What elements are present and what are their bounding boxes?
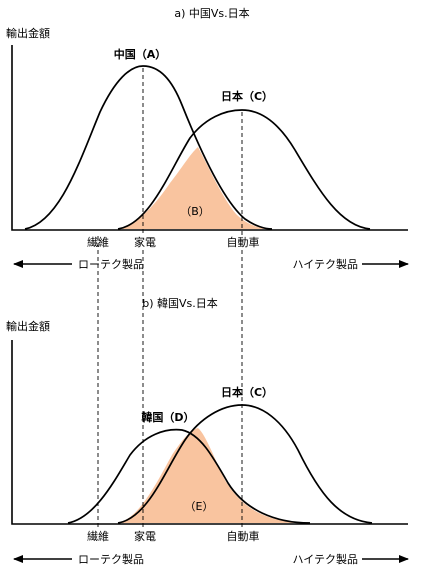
panel-a-overlap-region xyxy=(118,147,272,229)
panel-b-tick-automobile: 自動車 xyxy=(227,529,260,543)
panel-a-axis-right-label: ハイテク製品 xyxy=(292,257,358,271)
panel-b-curve-korea xyxy=(67,428,311,524)
panel-b-tick-textiles: 繊維 xyxy=(87,530,109,543)
panel-a-y-axis-label: 輸出金額 xyxy=(6,26,50,40)
panel-a-tick-appliances: 家電 xyxy=(134,235,156,249)
panel-a-tick-textiles: 繊維 xyxy=(87,236,109,249)
panel-b-overlap-region xyxy=(118,428,310,523)
panel-b-axes xyxy=(11,340,408,525)
panel-a-label-japan: 日本（C） xyxy=(221,89,273,103)
panel-a: a) 中国Vs.日本 輸出金額 中国（A） 日本（C） （B） 繊維 家電 自動… xyxy=(6,6,409,271)
panel-b-overlap-label: （E） xyxy=(185,500,214,513)
panel-a-tick-automobile: 自動車 xyxy=(227,235,260,249)
panel-a-curve-japan xyxy=(117,109,371,230)
panel-a-curve-china xyxy=(24,65,273,230)
panel-b-title: b) 韓国Vs.日本 xyxy=(142,296,218,310)
panel-a-title: a) 中国Vs.日本 xyxy=(174,6,249,20)
panel-b-axis-right-label: ハイテク製品 xyxy=(292,552,358,566)
panel-b-label-japan: 日本（C） xyxy=(221,385,273,399)
panel-a-label-china: 中国（A） xyxy=(114,47,167,61)
panel-b-axis-left-label: ローテク製品 xyxy=(78,552,144,566)
panel-b: b) 韓国Vs.日本 輸出金額 韓国（D） 日本（C） （E） 繊維 家電 自動… xyxy=(6,236,409,566)
panel-b-y-axis-label: 輸出金額 xyxy=(6,319,50,333)
panel-a-axis-left-label: ローテク製品 xyxy=(78,257,144,271)
panel-b-tick-appliances: 家電 xyxy=(134,529,156,543)
panel-a-overlap-label: （B） xyxy=(180,205,210,218)
panel-b-label-korea: 韓国（D） xyxy=(141,410,194,424)
panel-a-axes xyxy=(11,45,408,231)
